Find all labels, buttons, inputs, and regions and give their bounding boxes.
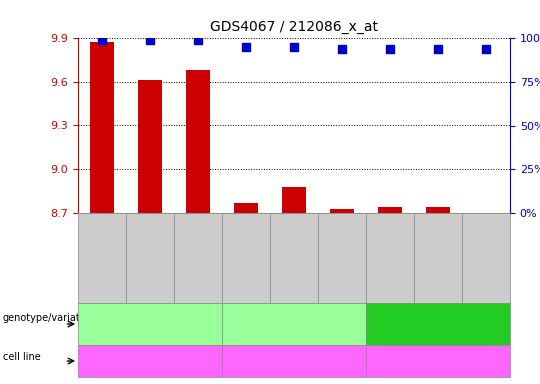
Text: ER positive: ER positive	[271, 311, 318, 320]
Text: GSM679725: GSM679725	[241, 233, 251, 283]
Text: estrogen-independent: estrogen-independent	[395, 329, 481, 338]
Bar	[378, 207, 402, 213]
Text: GSM679721: GSM679721	[482, 233, 490, 283]
Text: ER negative: ER negative	[125, 311, 176, 320]
Text: GSM679723: GSM679723	[145, 232, 154, 283]
Point	[482, 45, 490, 51]
Point	[434, 45, 442, 51]
Bar	[234, 203, 258, 213]
Point	[338, 45, 346, 51]
Bar	[186, 70, 210, 213]
Text: MDA-MB-231/GFP/Neo: MDA-MB-231/GFP/Neo	[108, 329, 192, 338]
Title: GDS4067 / 212086_x_at: GDS4067 / 212086_x_at	[210, 20, 378, 34]
Text: GSM679724: GSM679724	[193, 233, 202, 283]
Text: GFP+ and: GFP+ and	[417, 311, 459, 320]
Point	[242, 44, 251, 50]
Text: GSM679720: GSM679720	[434, 233, 442, 283]
Text: genotype/variation: genotype/variation	[3, 313, 96, 323]
Text: MDA231: MDA231	[127, 356, 173, 366]
Text: GSM679722: GSM679722	[98, 233, 106, 283]
Bar	[282, 187, 306, 213]
Bar	[426, 207, 450, 213]
Bar	[330, 209, 354, 213]
Text: GSM679719: GSM679719	[386, 233, 395, 283]
Point	[98, 37, 106, 43]
Point	[289, 44, 298, 50]
Text: cell line: cell line	[3, 352, 40, 362]
Text: ZR75: ZR75	[279, 356, 309, 366]
Text: GSM679726: GSM679726	[289, 232, 299, 283]
Point	[386, 45, 394, 51]
Point	[194, 37, 202, 43]
Point	[146, 37, 154, 43]
Text: B6TC hybrid: B6TC hybrid	[404, 356, 472, 366]
Text: ZR-75-1/GFP/puro: ZR-75-1/GFP/puro	[260, 329, 328, 338]
Bar	[138, 80, 162, 213]
Bar	[90, 42, 114, 213]
Text: GSM679727: GSM679727	[338, 232, 347, 283]
